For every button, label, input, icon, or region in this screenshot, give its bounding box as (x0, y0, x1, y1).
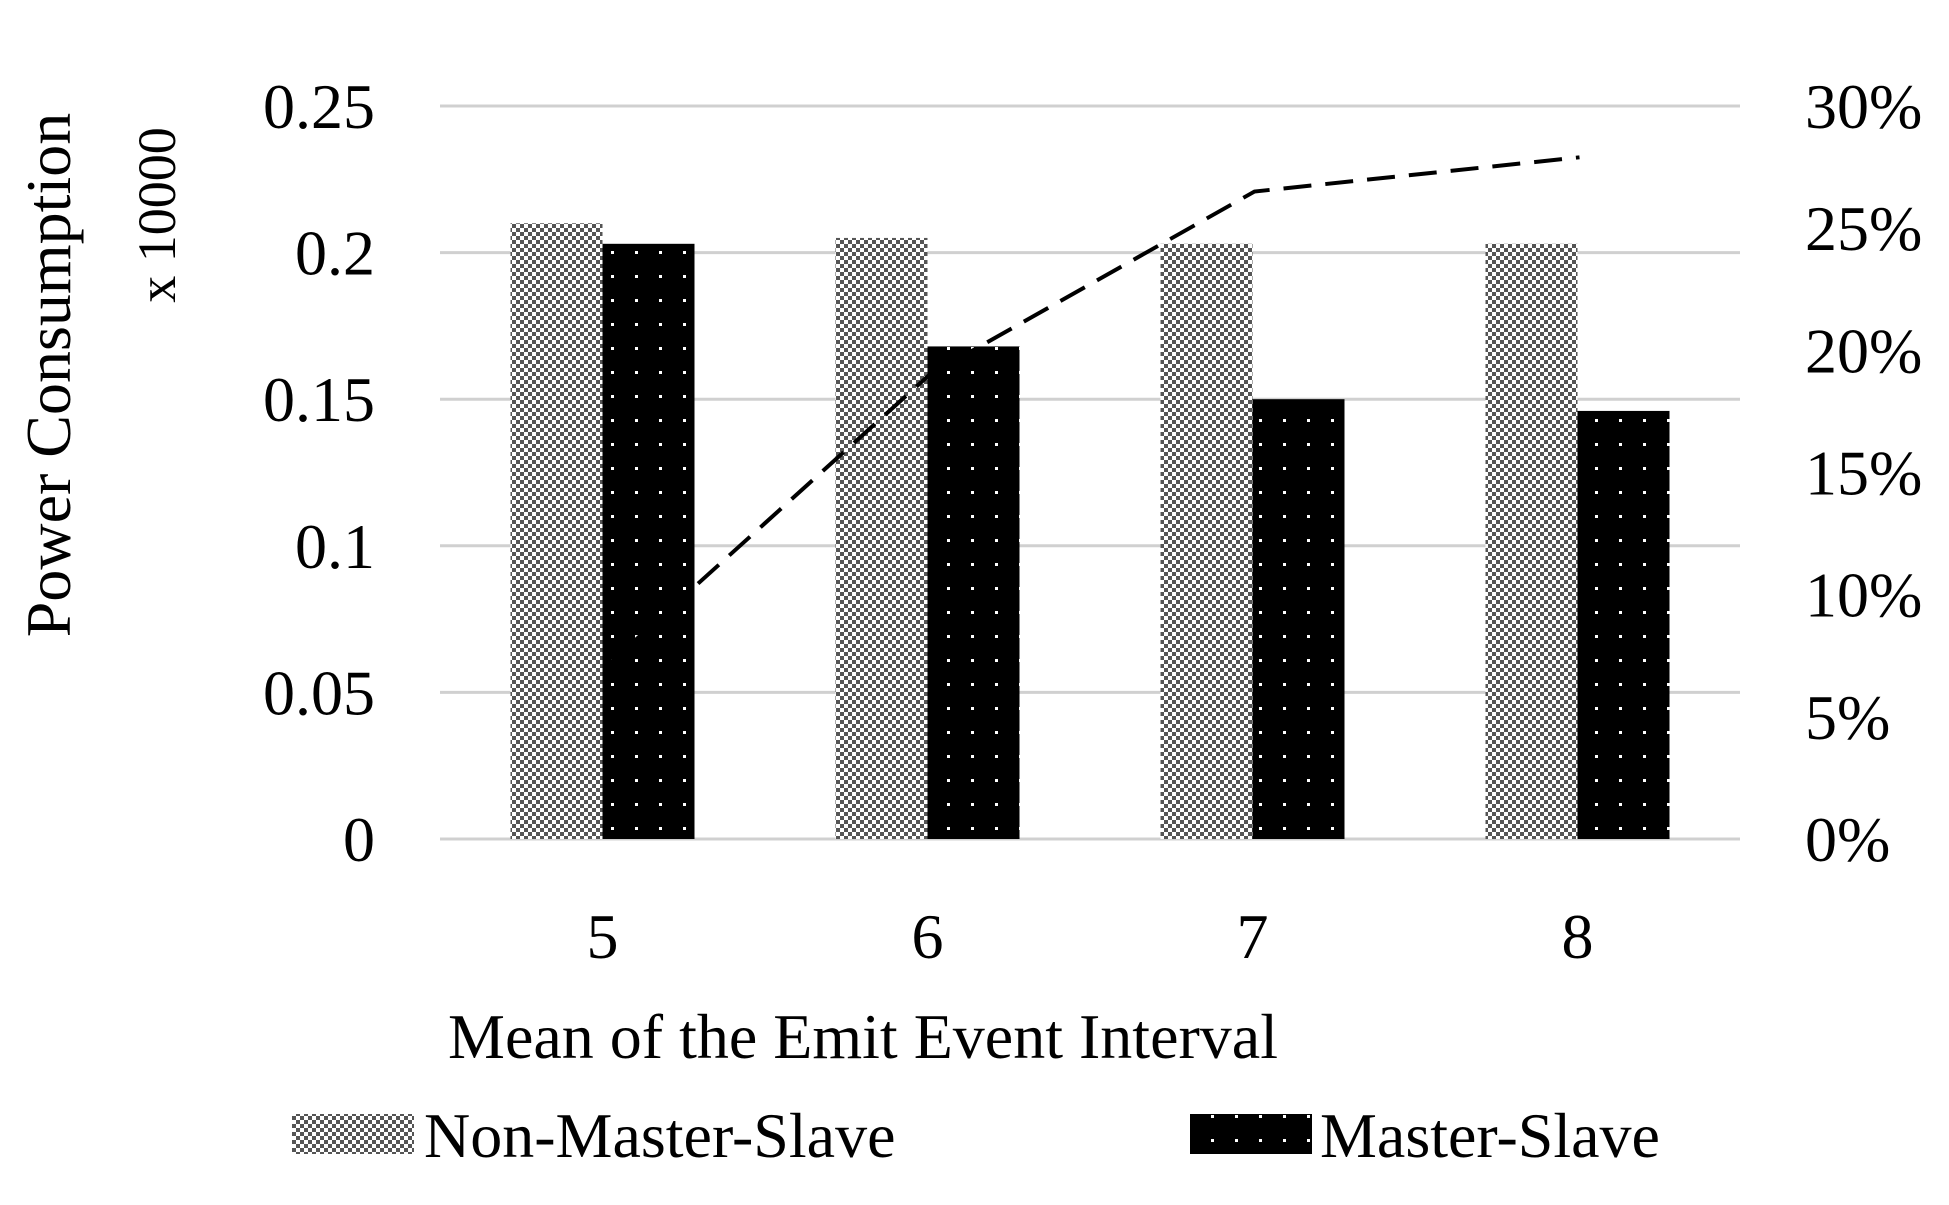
bar-non-master-slave (835, 237, 928, 839)
y2-tick-label: 30% (1805, 71, 1922, 142)
dashed-line-series (603, 155, 1580, 670)
bar-master-slave (602, 243, 695, 839)
y-tick-label: 0.1 (295, 511, 375, 582)
bar-master-slave (1252, 399, 1345, 839)
legend-label-master-slave: Master-Slave (1320, 1100, 1660, 1171)
y-tick-label: 0 (343, 804, 375, 875)
x-axis-ticks: 5 6 7 8 (587, 901, 1594, 972)
left-axis-ticks: 0 0.05 0.1 0.15 0.2 0.25 (263, 71, 375, 875)
y-axis-title: Power Consumption (13, 113, 84, 637)
y-tick-label: 0.2 (295, 218, 375, 289)
y2-tick-label: 15% (1805, 438, 1922, 509)
legend-swatch-master-slave (1190, 1114, 1312, 1154)
y-tick-label: 0.05 (263, 657, 375, 728)
right-axis-ticks: 0% 5% 10% 15% 20% 25% 30% (1805, 71, 1922, 875)
y2-tick-label: 10% (1805, 560, 1922, 631)
y2-tick-label: 25% (1805, 193, 1922, 264)
x-axis-title: Mean of the Emit Event Interval (448, 1001, 1278, 1072)
bar-master-slave (1577, 410, 1670, 839)
y2-tick-label: 5% (1805, 682, 1890, 753)
legend: Non-Master-Slave Master-Slave (292, 1100, 1660, 1171)
legend-label-non-master-slave: Non-Master-Slave (424, 1100, 895, 1171)
y2-tick-label: 0% (1805, 804, 1890, 875)
y-axis-multiplier: x 10000 (127, 127, 187, 303)
x-tick-label: 8 (1562, 901, 1594, 972)
bar-non-master-slave (510, 223, 603, 839)
y-tick-label: 0.25 (263, 71, 375, 142)
legend-swatch-non-master-slave (292, 1114, 414, 1154)
y2-tick-label: 20% (1805, 315, 1922, 386)
line-series (603, 155, 1580, 670)
x-tick-label: 5 (587, 901, 619, 972)
y-tick-label: 0.15 (263, 364, 375, 435)
bars (510, 223, 1670, 839)
bar-non-master-slave (1485, 243, 1578, 839)
bar-non-master-slave (1160, 243, 1253, 839)
bar-master-slave (927, 346, 1020, 839)
x-tick-label: 6 (912, 901, 944, 972)
x-tick-label: 7 (1237, 901, 1269, 972)
